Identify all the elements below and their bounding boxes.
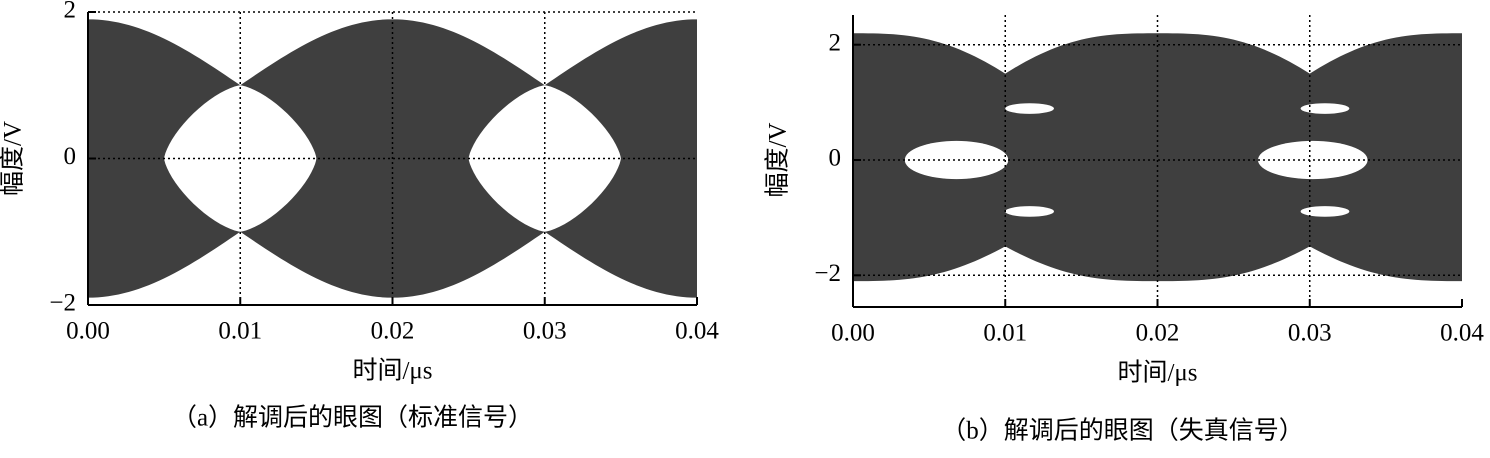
x-tick-label: 0.03 bbox=[523, 318, 567, 345]
x-tick-label: 0.02 bbox=[371, 318, 415, 345]
x-tick-label: 0.03 bbox=[1288, 320, 1332, 347]
y-tick-label: 2 bbox=[64, 0, 77, 24]
eye-opening bbox=[1300, 103, 1350, 114]
x-tick-label: 0.01 bbox=[218, 318, 262, 345]
y-axis-title: 幅度/V bbox=[764, 122, 792, 197]
x-tick-label: 0.01 bbox=[983, 320, 1027, 347]
x-tick-label: 0.00 bbox=[831, 320, 875, 347]
eye-opening bbox=[1300, 206, 1350, 217]
eye-opening bbox=[1005, 206, 1054, 217]
y-tick-label: 2 bbox=[829, 29, 842, 56]
x-tick-label: 0.00 bbox=[66, 318, 110, 345]
y-axis-title: 幅度/V bbox=[0, 121, 27, 196]
x-tick-label: 0.04 bbox=[1440, 320, 1484, 347]
caption: （a）解调后的眼图（标准信号） bbox=[172, 404, 533, 432]
y-tick-label: 0 bbox=[829, 145, 842, 172]
y-tick-label: −2 bbox=[49, 290, 76, 317]
eye-opening bbox=[1005, 103, 1054, 114]
caption: （b）解调后的眼图（失真信号） bbox=[941, 417, 1304, 445]
x-axis-title: 时间/μs bbox=[1117, 359, 1197, 387]
eye-opening bbox=[904, 140, 1009, 180]
x-axis-title: 时间/μs bbox=[352, 357, 432, 385]
x-tick-label: 0.02 bbox=[1136, 320, 1180, 347]
y-tick-label: 0 bbox=[64, 143, 77, 170]
eye-opening bbox=[1257, 140, 1368, 180]
x-tick-label: 0.04 bbox=[675, 318, 719, 345]
y-tick-label: −2 bbox=[814, 260, 841, 287]
